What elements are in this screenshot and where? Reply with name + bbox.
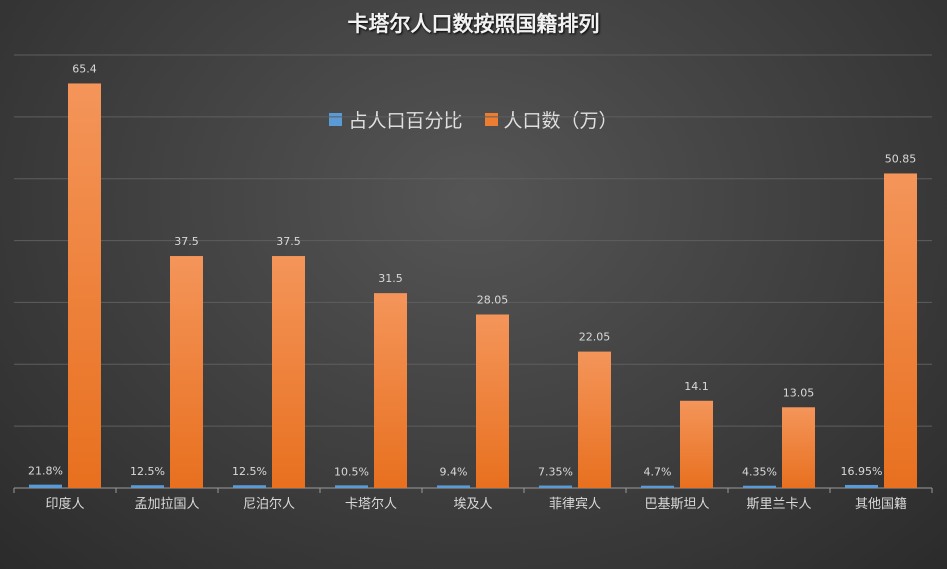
data-label-population: 14.1 xyxy=(684,380,709,393)
chart-title: 卡塔尔人口数按照国籍排列 xyxy=(347,11,600,36)
legend-swatch-population xyxy=(484,113,498,126)
x-tick-label: 卡塔尔人 xyxy=(345,497,397,512)
data-label-percent: 12.5% xyxy=(130,465,165,478)
bar-percent xyxy=(641,485,674,488)
bar-population xyxy=(680,400,713,488)
bar-population xyxy=(782,407,815,488)
data-label-population: 37.5 xyxy=(276,235,301,248)
legend-item-population: 人口数（万） xyxy=(484,106,618,133)
data-label-population: 28.05 xyxy=(477,293,509,306)
bar-population xyxy=(884,173,917,488)
data-label-population: 37.5 xyxy=(174,235,199,248)
x-tick-label: 尼泊尔人 xyxy=(243,497,295,512)
data-label-percent: 4.7% xyxy=(644,466,672,479)
data-label-percent: 9.4% xyxy=(440,465,468,478)
x-tick-label: 菲律宾人 xyxy=(549,496,601,512)
bar-percent xyxy=(539,485,572,488)
legend-swatch-percent xyxy=(329,113,343,126)
x-tick-label: 埃及人 xyxy=(453,497,492,512)
legend-item-percent: 占人口百分比 xyxy=(329,106,462,133)
x-tick-label: 斯里兰卡人 xyxy=(746,497,811,512)
data-label-population: 22.05 xyxy=(579,331,611,344)
x-tick-label: 孟加拉国人 xyxy=(134,497,199,512)
data-label-population: 13.05 xyxy=(783,386,815,399)
data-label-population: 50.85 xyxy=(885,152,917,165)
legend-label-population: 人口数（万） xyxy=(503,110,618,132)
bar-population xyxy=(476,314,509,488)
data-label-population: 65.4 xyxy=(72,62,97,75)
bar-percent xyxy=(131,485,164,488)
bar-population xyxy=(374,293,407,488)
bar-percent xyxy=(845,484,878,488)
x-tick-label: 巴基斯坦人 xyxy=(644,497,709,512)
bar-percent xyxy=(743,485,776,488)
data-label-percent: 4.35% xyxy=(742,466,777,479)
data-label-population: 31.5 xyxy=(378,272,403,285)
bar-population xyxy=(272,256,305,488)
data-label-percent: 7.35% xyxy=(538,466,573,479)
bar-percent xyxy=(29,484,62,488)
data-label-percent: 21.8% xyxy=(28,465,63,478)
bar-percent xyxy=(437,485,470,488)
data-label-percent: 16.95% xyxy=(841,465,883,478)
bar-population xyxy=(68,83,101,488)
bar-percent xyxy=(233,485,266,488)
legend-label-percent: 占人口百分比 xyxy=(348,110,463,132)
data-label-percent: 12.5% xyxy=(232,465,267,478)
data-label-percent: 10.5% xyxy=(334,465,369,478)
legend: 占人口百分比 人口数（万） xyxy=(0,106,947,133)
bar-percent xyxy=(335,485,368,488)
bar-population xyxy=(578,351,611,488)
x-tick-label: 其他国籍 xyxy=(855,496,907,512)
x-tick-label: 印度人 xyxy=(45,496,84,512)
bar-population xyxy=(170,256,203,488)
